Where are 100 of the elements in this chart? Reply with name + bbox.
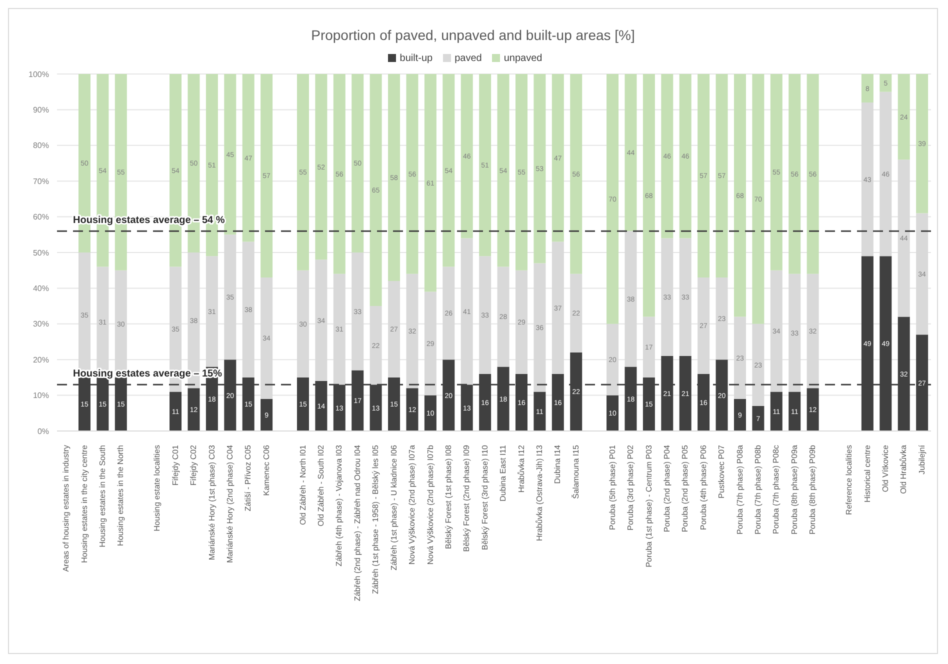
legend-label: built-up [400, 53, 433, 64]
bar [352, 74, 364, 252]
bar [552, 74, 564, 242]
bar [497, 74, 510, 267]
bar [788, 74, 801, 274]
x-tick-label: Housing estate localities [152, 445, 162, 532]
x-tick-label: Jubilejní [917, 444, 926, 474]
x-tick-label: Hrabůvka (Ostrava-Jih) I13 [535, 444, 544, 542]
x-tick-label: Fifejdy C01 [170, 444, 180, 486]
bar [406, 388, 418, 431]
bar [534, 74, 546, 264]
bar [406, 74, 418, 274]
x-tick-label: Kamenec C06 [262, 444, 271, 496]
x-tick-label: Dubina East I11 [498, 444, 508, 502]
bar [296, 74, 309, 270]
x-tick-label: Housing estates in the city centre [80, 444, 89, 563]
bar [624, 74, 637, 232]
bar [370, 74, 382, 306]
y-tick-label: 0% [37, 426, 49, 436]
y-tick-label: 80% [32, 141, 49, 150]
bar [260, 398, 273, 431]
y-tick-label: 60% [32, 212, 49, 222]
bar [880, 74, 892, 92]
x-tick-label: Zábřeh (2nd phase) - Zábřeh nad Odrou I04 [352, 444, 362, 602]
bar [752, 74, 764, 324]
bar [388, 74, 400, 282]
x-tick-label: Poruba (8th phase) P09b [808, 444, 818, 534]
x-tick-label: Mariánské Hory (1st phase) C03 [207, 444, 216, 560]
bar [170, 392, 182, 431]
legend-label: unpaved [504, 53, 542, 64]
x-tick-label: Pustkovec P07 [717, 444, 726, 498]
x-tick-label: Reference localities [844, 445, 854, 515]
x-tick-label: Poruba (7th phase) P08b [754, 444, 763, 534]
x-tick-label: Old Zábřeh - North I01 [298, 444, 308, 526]
x-tick-label: Historical centre [862, 444, 872, 502]
bar [442, 74, 455, 267]
x-tick-label: Zátiší - Přívoz C05 [244, 444, 253, 512]
y-tick-label: 10% [32, 391, 49, 400]
bar [661, 74, 674, 238]
x-tick-label: Nová Výškovice (2nd phase) I07a [408, 444, 417, 565]
x-tick-label: Zábřeh (1st phase - 1958) - Bělský les I05 [371, 444, 380, 594]
x-tick-label: Housing estates in the North [116, 445, 126, 546]
x-tick-label: Bělský Forest (3rd phase) I10 [480, 444, 490, 550]
bar [242, 74, 254, 242]
x-tick-label: Dubina I14 [553, 444, 562, 484]
x-tick-label: Fifejdy C02 [189, 444, 198, 486]
bar [570, 74, 582, 274]
x-tick-label: Poruba (7th phase) P08a [735, 444, 744, 534]
bar [606, 395, 619, 431]
x-tick-label: Poruba (1st phase) - Centrum P03 [644, 444, 654, 568]
bar [752, 406, 764, 431]
bar [788, 392, 801, 431]
bar [188, 388, 200, 431]
x-tick-label: Zábřeh (1st phase) - U kladnice I06 [389, 444, 398, 570]
x-tick-label: Old Hrabůvka [899, 444, 908, 494]
bar [424, 395, 436, 431]
x-tick-label: Housing estates in the South [98, 445, 108, 548]
bar [734, 74, 746, 317]
bar [460, 74, 473, 238]
bar [642, 74, 655, 317]
chart-title: Proportion of paved, unpaved and built-up areas [%] [310, 26, 636, 45]
bar [260, 74, 273, 278]
x-tick-label: Poruba (2nd phase) P04 [662, 444, 672, 532]
y-tick-label: 30% [32, 320, 49, 329]
x-tick-label: Poruba (8th phase) P09a [790, 444, 799, 534]
bar [806, 388, 819, 431]
x-tick-label: Old Vítkovice [880, 444, 890, 492]
y-tick-label: 50% [32, 248, 49, 258]
x-tick-label: Poruba (7th phase) P08c [772, 445, 781, 534]
x-tick-label: Areas of housing estates in industry [62, 445, 71, 572]
bar [534, 392, 546, 431]
x-tick-label: Šalamouna I15 [571, 444, 580, 499]
bar [861, 74, 874, 103]
x-tick-label: Zábřeh (4th phase) - Vojanova I03 [334, 444, 344, 566]
y-tick-label: 20% [32, 355, 49, 364]
bar [679, 74, 692, 238]
bar [606, 74, 619, 324]
x-tick-label: Bělský Forest (1st phase) I08 [444, 444, 453, 550]
y-tick-label: 40% [32, 284, 49, 294]
bar [224, 74, 236, 235]
bar [716, 74, 728, 278]
x-tick-label: Poruba (3rd phase) P02 [626, 444, 636, 530]
bar [916, 74, 928, 214]
bar [333, 74, 346, 274]
x-tick-label: Poruba (4th phase) P06 [698, 444, 708, 530]
bar [898, 74, 910, 160]
bar [479, 74, 492, 256]
bar [770, 392, 782, 431]
bar [424, 74, 436, 292]
x-tick-label: Nová Výškovice (2nd phase) I07b [426, 444, 435, 565]
bar [770, 74, 782, 270]
bar [315, 74, 328, 260]
ref-line-label: Housing estates average – 54 % [73, 215, 225, 226]
y-tick-label: 90% [32, 106, 49, 115]
bar [515, 74, 528, 270]
x-tick-label: Poruba (5th phase) P01 [608, 444, 617, 530]
x-tick-label: Mariánské Hory (2nd phase) C04 [225, 444, 234, 563]
bar [806, 74, 819, 274]
x-tick-label: Poruba (2nd phase) P05 [680, 444, 690, 532]
x-tick-label: Hrabůvka I12 [516, 444, 526, 493]
